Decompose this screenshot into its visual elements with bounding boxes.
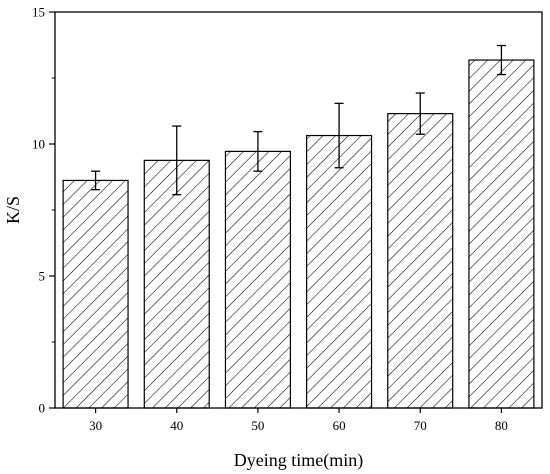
- x-tick-label-50: 50: [251, 418, 264, 433]
- x-tick-label-30: 30: [89, 418, 102, 433]
- bars-group: [62, 59, 535, 409]
- error-bar-40: [172, 125, 182, 196]
- bar-40: [143, 159, 210, 409]
- bar-30: [62, 179, 129, 409]
- bar-50: [224, 150, 291, 409]
- y-tick-label-10: 10: [32, 137, 45, 152]
- x-tick-label-70: 70: [414, 418, 427, 433]
- y-axis-title: K/S: [3, 196, 23, 224]
- y-tick-label-0: 0: [39, 401, 46, 416]
- x-tick-label-40: 40: [170, 418, 183, 433]
- bar-60: [306, 134, 373, 409]
- error-bar-50: [253, 130, 263, 172]
- x-axis-title: Dyeing time(min): [234, 450, 363, 471]
- bar-80: [468, 59, 535, 409]
- bar-70: [387, 113, 454, 409]
- y-tick-label-15: 15: [32, 5, 45, 20]
- x-tick-label-80: 80: [495, 418, 508, 433]
- y-axis-ticks: 0 5 10 15: [32, 5, 55, 416]
- error-bar-30: [91, 170, 101, 191]
- error-bars-group: [91, 44, 506, 196]
- x-tick-label-60: 60: [333, 418, 346, 433]
- x-axis-ticks: 30 40 50 60 70 80: [89, 408, 508, 433]
- y-tick-label-5: 5: [39, 269, 46, 284]
- error-bar-70: [415, 92, 425, 135]
- error-bar-60: [334, 102, 344, 169]
- error-bar-80: [496, 44, 506, 76]
